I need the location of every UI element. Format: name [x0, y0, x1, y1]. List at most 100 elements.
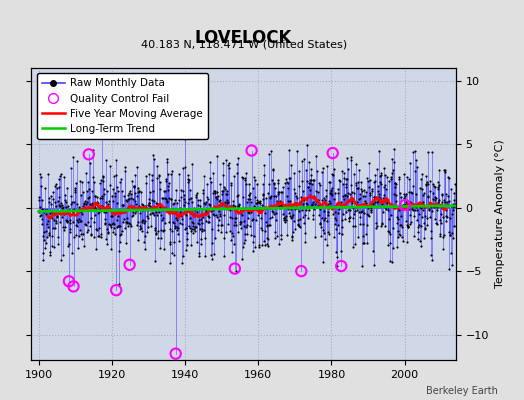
- Point: [329, 211, 337, 218]
- Point: [283, 179, 291, 186]
- Point: [393, 244, 401, 250]
- Point: [187, 228, 195, 234]
- Point: [287, 214, 296, 221]
- Point: [62, 185, 71, 192]
- Point: [52, 220, 60, 226]
- Point: [305, 206, 313, 213]
- Point: [366, 192, 374, 198]
- Point: [56, 172, 64, 179]
- Point: [139, 201, 147, 208]
- Point: [276, 232, 285, 238]
- Point: [99, 172, 107, 179]
- Point: [197, 216, 205, 222]
- Point: [246, 196, 254, 202]
- Point: [308, 201, 316, 207]
- Point: [78, 179, 86, 185]
- Point: [67, 164, 75, 171]
- Point: [259, 181, 268, 188]
- Point: [397, 206, 406, 212]
- Point: [68, 250, 77, 256]
- Point: [142, 179, 150, 186]
- Point: [367, 188, 376, 194]
- Point: [427, 235, 435, 242]
- Point: [134, 237, 142, 243]
- Point: [74, 216, 83, 222]
- Point: [90, 178, 98, 185]
- Point: [243, 222, 251, 228]
- Point: [411, 207, 419, 214]
- Point: [298, 207, 307, 213]
- Point: [353, 199, 361, 205]
- Point: [234, 192, 243, 198]
- Point: [85, 160, 94, 166]
- Point: [114, 280, 123, 287]
- Point: [362, 199, 370, 206]
- Point: [351, 208, 359, 215]
- Point: [269, 180, 278, 186]
- Point: [170, 200, 179, 206]
- Point: [290, 186, 299, 193]
- Point: [36, 212, 45, 219]
- Point: [435, 197, 444, 204]
- Point: [232, 222, 240, 229]
- Point: [122, 218, 130, 225]
- Point: [330, 234, 339, 240]
- Point: [141, 203, 150, 209]
- Point: [418, 171, 426, 177]
- Point: [105, 206, 113, 212]
- Point: [144, 200, 152, 206]
- Point: [339, 193, 347, 200]
- Point: [171, 225, 179, 231]
- Point: [50, 217, 59, 224]
- Point: [244, 196, 252, 202]
- Point: [241, 236, 249, 243]
- Point: [233, 192, 241, 199]
- Point: [374, 183, 382, 189]
- Point: [231, 215, 239, 221]
- Point: [51, 183, 59, 189]
- Point: [433, 204, 442, 210]
- Point: [179, 202, 188, 208]
- Point: [375, 148, 383, 154]
- Point: [75, 233, 83, 240]
- Point: [420, 234, 429, 241]
- Point: [249, 248, 258, 255]
- Point: [329, 150, 337, 156]
- Point: [356, 195, 364, 201]
- Point: [374, 187, 383, 194]
- Point: [53, 234, 62, 240]
- Point: [450, 223, 458, 229]
- Point: [154, 228, 162, 234]
- Point: [142, 204, 150, 210]
- Point: [301, 166, 310, 173]
- Point: [319, 227, 327, 233]
- Point: [214, 222, 223, 228]
- Point: [314, 189, 322, 195]
- Point: [328, 186, 336, 193]
- Point: [116, 208, 125, 215]
- Point: [356, 214, 364, 220]
- Point: [412, 191, 420, 197]
- Point: [393, 214, 401, 220]
- Point: [324, 212, 332, 218]
- Point: [293, 148, 301, 154]
- Point: [178, 260, 187, 266]
- Point: [101, 220, 110, 227]
- Point: [178, 221, 186, 227]
- Point: [49, 244, 58, 250]
- Point: [178, 216, 186, 222]
- Point: [332, 226, 341, 232]
- Point: [359, 240, 368, 246]
- Point: [68, 207, 76, 214]
- Point: [95, 232, 104, 239]
- Point: [270, 211, 278, 218]
- Point: [169, 252, 178, 258]
- Point: [202, 218, 210, 224]
- Point: [224, 162, 233, 169]
- Point: [239, 223, 248, 229]
- Point: [434, 199, 442, 206]
- Point: [89, 146, 97, 153]
- Point: [335, 177, 344, 184]
- Point: [259, 196, 267, 202]
- Point: [391, 192, 400, 198]
